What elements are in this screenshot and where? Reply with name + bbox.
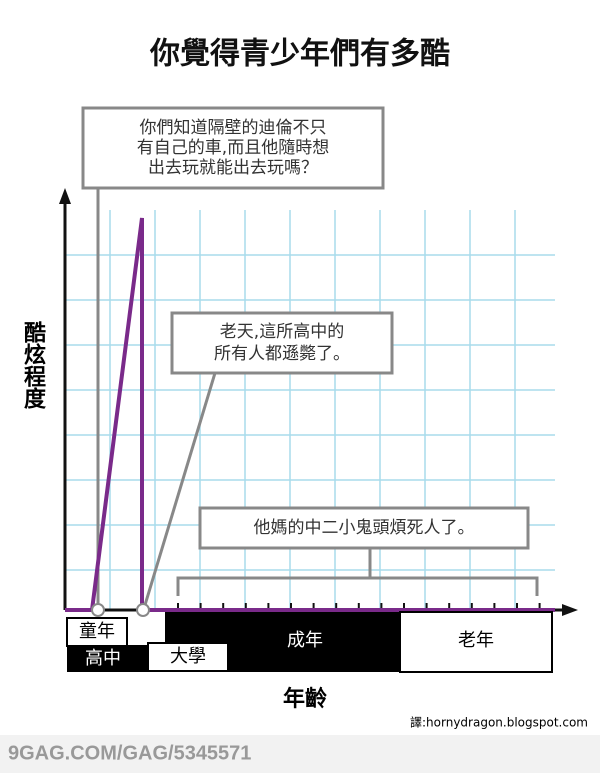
stage-box bbox=[67, 645, 147, 672]
y-label: 酷炫程度 bbox=[20, 321, 46, 410]
callout-text: 出去玩就能出去玩嗎？ bbox=[148, 158, 318, 178]
callout-text: 你們知道隔壁的迪倫不只 bbox=[140, 118, 327, 138]
marker bbox=[91, 603, 105, 617]
stage-label: 成年 bbox=[287, 630, 323, 651]
stage-label: 童年 bbox=[79, 621, 115, 642]
x-label: 年齡 bbox=[283, 686, 327, 712]
callout-text: 有自己的車,而且他隨時想 bbox=[137, 138, 329, 158]
footer-bar bbox=[0, 735, 600, 773]
coolness-line bbox=[65, 217, 555, 612]
pointer bbox=[143, 372, 217, 606]
callout-text: 所有人都遜斃了。 bbox=[214, 344, 350, 364]
credit: 譯:hornydragon.blogspot.com bbox=[410, 715, 588, 730]
stage-box bbox=[147, 642, 229, 672]
marker bbox=[136, 603, 150, 617]
stage-box bbox=[66, 617, 128, 647]
callout-box bbox=[198, 506, 530, 550]
y-arrow bbox=[59, 188, 71, 204]
grid bbox=[65, 210, 555, 610]
stage-label: 大學 bbox=[170, 646, 206, 667]
x-arrow bbox=[562, 604, 578, 616]
footer: 9GAG.COM/GAG/5345571 bbox=[8, 742, 251, 764]
title: 你覺得青少年們有多酷 bbox=[149, 37, 450, 72]
callout-box bbox=[81, 106, 385, 190]
callout-text: 他媽的中二小鬼頭煩死人了。 bbox=[254, 518, 475, 538]
bracket bbox=[176, 548, 539, 596]
stage-label: 老年 bbox=[458, 630, 494, 651]
stage-label: 高中 bbox=[85, 648, 121, 669]
callout-box bbox=[170, 311, 394, 375]
stage-box bbox=[399, 611, 553, 673]
callout-text: 老天,這所高中的 bbox=[220, 322, 344, 342]
